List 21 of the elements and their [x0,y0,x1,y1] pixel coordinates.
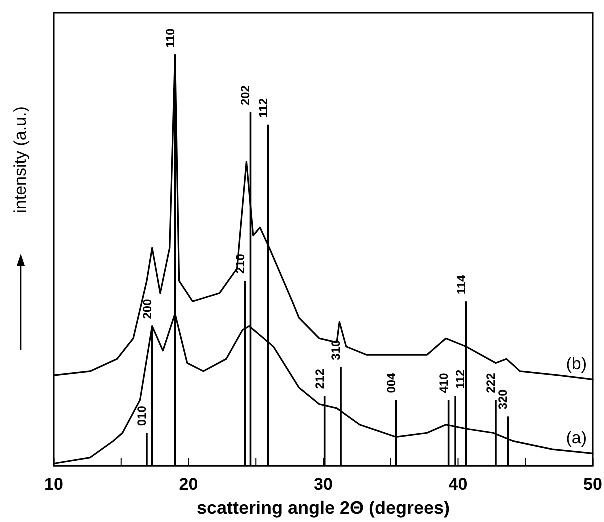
series-label: (b) [566,354,587,374]
x-tick-label: 30 [314,475,333,494]
annotation: 320 [496,389,510,410]
annotation: 112 [454,369,468,390]
annotation: 112 [256,98,270,118]
x-axis-title: scattering angle 2Θ (degrees) [196,498,450,518]
annotation: 110 [163,28,178,48]
annotation: 410 [436,372,451,394]
annotation: 202 [238,85,253,106]
x-tick-label: 40 [448,475,468,494]
series-label: (a) [566,428,587,448]
annotation: 004 [384,372,398,394]
annotation: 010 [134,406,149,426]
annotation: 212 [312,368,327,390]
x-tick-label: 10 [44,475,64,494]
annotation: 222 [484,372,498,394]
annotation: 114 [454,274,468,295]
y-axis-title: intensity (a.u.) [11,106,30,214]
x-tick-label: 20 [179,475,198,494]
x-tick-label: 50 [584,475,602,494]
annotation: 200 [140,298,154,320]
